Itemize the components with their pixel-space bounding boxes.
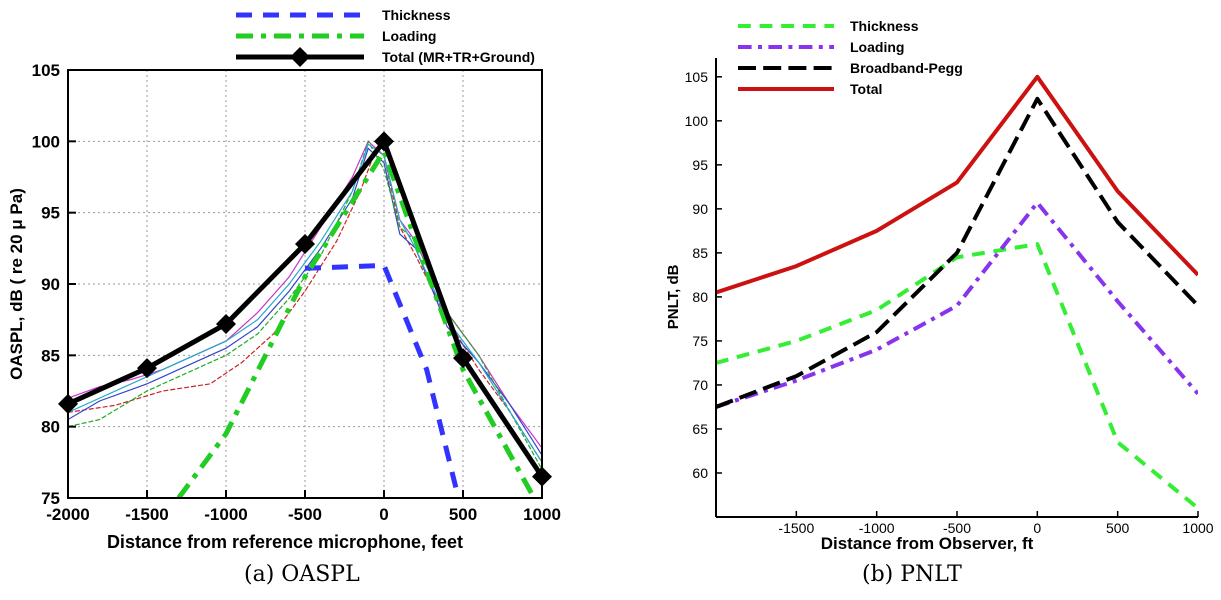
- pnlt-x-tick-label: -1000: [859, 520, 895, 536]
- oaspl-y-tick-label: 105: [32, 61, 60, 80]
- oaspl-measured-trace: [68, 143, 542, 463]
- oaspl-legend-marker: [290, 47, 310, 67]
- oaspl-total-marker: [137, 358, 157, 379]
- oaspl-x-axis-title: Distance from reference microphone, feet: [107, 532, 463, 552]
- oaspl-x-tick-label: -2000: [46, 505, 89, 524]
- oaspl-x-tick-label: 500: [449, 505, 477, 524]
- pnlt-series-line: [716, 242, 1198, 510]
- oaspl-chart-panel: -2000 -1500 -1000 -500 0 500 1000 75 80 85 90 95 100…: [0, 0, 610, 600]
- pnlt-y-tick-label: 80: [692, 289, 708, 305]
- pnlt-x-tick-label: 1000: [1182, 520, 1213, 536]
- pnlt-x-axis-title: Distance from Observer, ft: [821, 534, 1034, 553]
- oaspl-caption: (a) OASPL: [244, 562, 360, 587]
- pnlt-x-tick-label: 500: [1106, 520, 1130, 536]
- pnlt-y-tick-label: 90: [692, 201, 708, 217]
- pnlt-series-line: [716, 96, 1198, 409]
- pnlt-legend-label: Thickness: [850, 18, 919, 34]
- pnlt-y-tick-label: 75: [692, 333, 708, 349]
- pnlt-legend-label: Total: [850, 81, 882, 97]
- pnlt-y-tick-label: 100: [685, 113, 709, 129]
- oaspl-x-tick-label: -500: [288, 505, 322, 524]
- oaspl-total-marker: [453, 348, 473, 369]
- pnlt-x-tick-label: -500: [943, 520, 971, 536]
- oaspl-series-line: [176, 148, 537, 498]
- oaspl-measured-trace: [68, 139, 542, 470]
- pnlt-x-tick-label: -1500: [778, 520, 814, 536]
- pnlt-x-tick-label: 0: [1033, 520, 1041, 536]
- pnlt-series-line: [716, 200, 1198, 409]
- pnlt-chart: -1500 -1000 -500 0 500 1000 60 65 70 75 80 85 90 95 10…: [665, 18, 1214, 553]
- pnlt-y-tick-label: 65: [692, 421, 708, 437]
- pnlt-y-tick-label: 70: [692, 377, 708, 393]
- oaspl-y-tick-label: 85: [41, 346, 60, 365]
- pnlt-y-tick-label: 60: [692, 465, 708, 481]
- pnlt-chart-panel: -1500 -1000 -500 0 500 1000 60 65 70 75 80 85 90 95 10…: [610, 0, 1221, 600]
- pnlt-legend-label: Broadband-Pegg: [850, 60, 963, 76]
- pnlt-legend-label: Loading: [850, 39, 904, 55]
- pnlt-plot-area: [716, 74, 1198, 510]
- oaspl-legend-label: Loading: [382, 28, 436, 44]
- oaspl-total-marker: [374, 131, 394, 152]
- oaspl-series-line: [304, 262, 460, 492]
- oaspl-y-tick-label: 90: [41, 275, 60, 294]
- oaspl-y-tick-label: 95: [41, 204, 60, 223]
- oaspl-y-tick-label: 75: [41, 489, 60, 508]
- oaspl-legend-label: Thickness: [382, 7, 451, 23]
- oaspl-y-axis-title: OASPL, dB ( re 20 μ Pa): [7, 188, 26, 380]
- pnlt-y-tick-label: 85: [692, 245, 708, 261]
- oaspl-x-tick-label: 1000: [523, 505, 561, 524]
- pnlt-y-tick-label: 105: [685, 69, 709, 85]
- pnlt-series-line: [716, 74, 1198, 295]
- oaspl-measured-trace: [68, 140, 542, 449]
- oaspl-total-marker: [295, 234, 315, 255]
- oaspl-total-marker: [216, 313, 236, 334]
- pnlt-y-tick-label: 95: [692, 157, 708, 173]
- pnlt-y-axis-title: PNLT, dB: [665, 264, 682, 329]
- oaspl-x-tick-label: 0: [379, 505, 388, 524]
- pnlt-caption: (b) PNLT: [862, 562, 962, 587]
- oaspl-x-tick-label: -1500: [125, 505, 168, 524]
- oaspl-y-tick-label: 100: [32, 132, 60, 151]
- oaspl-legend-label: Total (MR+TR+Ground): [382, 49, 535, 65]
- oaspl-x-tick-label: -1000: [204, 505, 247, 524]
- oaspl-y-tick-label: 80: [41, 418, 60, 437]
- oaspl-chart: -2000 -1500 -1000 -500 0 500 1000 75 80 85 90 95 100…: [7, 7, 561, 552]
